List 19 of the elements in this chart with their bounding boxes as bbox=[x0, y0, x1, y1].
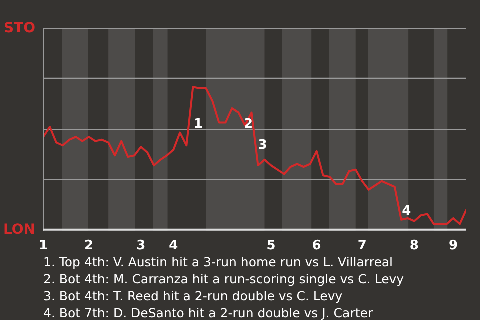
text: 4. Bot 7th: D. DeSanto hit a 2-run double vs J. Carter bbox=[44, 306, 374, 320]
annotation: 3 bbox=[258, 138, 268, 154]
x-tick-label: 9 bbox=[448, 238, 458, 254]
text: 2. Bot 4th: M. Carranza hit a run-scoring single vs C. Levy bbox=[44, 272, 405, 286]
annotation: 1 bbox=[194, 116, 203, 132]
x-tick-label: 7 bbox=[358, 238, 367, 254]
x-tick-label: 4 bbox=[169, 238, 178, 254]
x-tick-label: 5 bbox=[266, 238, 276, 254]
ref-line-label: STO bbox=[4, 20, 36, 36]
text: 3. Bot 4th: T. Reed hit a 2-run double vs C. Levy bbox=[44, 288, 344, 304]
text: 1. Top 4th: V. Austin hit a 3-run home run vs L. Villarreal bbox=[44, 254, 394, 270]
annotation: 2 bbox=[244, 116, 254, 132]
x-tick-label: 2 bbox=[84, 238, 94, 254]
ref-line-label: LON bbox=[3, 222, 36, 238]
x-tick-label: 6 bbox=[312, 238, 322, 254]
annotation: 4 bbox=[402, 204, 412, 219]
x-tick-label: 1 bbox=[38, 238, 48, 254]
x-tick-label: 3 bbox=[136, 238, 146, 254]
x-tick-label: 8 bbox=[410, 238, 419, 254]
